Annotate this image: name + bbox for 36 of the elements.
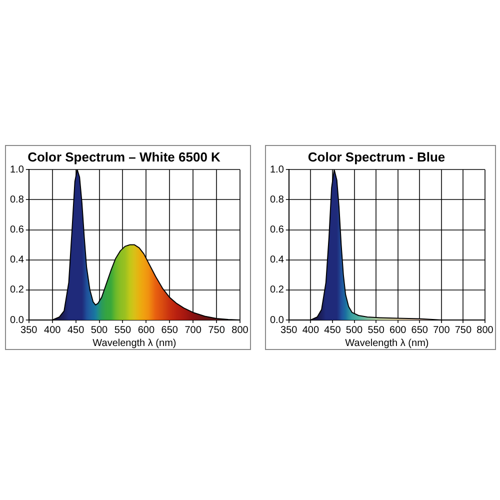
x-tick-label: 450 xyxy=(324,324,342,336)
x-axis-title: Wavelength λ (nm) xyxy=(92,338,176,349)
x-tick-label: 800 xyxy=(232,324,249,336)
y-tick-label: 1.0 xyxy=(270,164,284,176)
y-tick-label: 1.0 xyxy=(10,164,24,176)
y-tick-label: 0.6 xyxy=(270,224,284,236)
x-tick-label: 400 xyxy=(302,324,320,336)
y-tick-label: 0.2 xyxy=(10,284,24,296)
y-tick-label: 0.6 xyxy=(10,224,24,236)
y-tick-label: 0.8 xyxy=(270,194,284,206)
x-tick-label: 750 xyxy=(208,324,226,336)
x-tick-label: 650 xyxy=(411,324,428,336)
y-tick-label: 0.4 xyxy=(270,254,284,266)
x-tick-label: 550 xyxy=(114,324,132,336)
x-axis-title: Wavelength λ (nm) xyxy=(345,338,429,349)
x-tick-label: 600 xyxy=(138,324,155,336)
x-tick-label: 750 xyxy=(454,324,472,336)
x-tick-label: 600 xyxy=(390,324,407,336)
x-tick-label: 550 xyxy=(368,324,385,336)
x-tick-label: 450 xyxy=(67,324,85,336)
x-tick-label: 350 xyxy=(280,324,298,336)
y-tick-label: 0.0 xyxy=(10,314,24,326)
x-tick-label: 500 xyxy=(346,324,364,336)
x-tick-label: 350 xyxy=(20,324,38,336)
y-tick-label: 0.0 xyxy=(270,314,284,326)
y-tick-label: 0.8 xyxy=(10,194,24,206)
x-tick-label: 700 xyxy=(184,324,202,336)
chart-title: Color Spectrum - Blue xyxy=(308,149,446,164)
x-tick-label: 500 xyxy=(90,324,108,336)
x-tick-label: 400 xyxy=(44,324,62,336)
chart-title: Color Spectrum – White 6500 K xyxy=(28,149,222,164)
y-tick-label: 0.4 xyxy=(10,254,24,266)
x-tick-label: 650 xyxy=(161,324,178,336)
x-tick-label: 700 xyxy=(433,324,450,336)
y-tick-label: 0.2 xyxy=(270,284,284,296)
x-tick-label: 800 xyxy=(476,324,494,336)
